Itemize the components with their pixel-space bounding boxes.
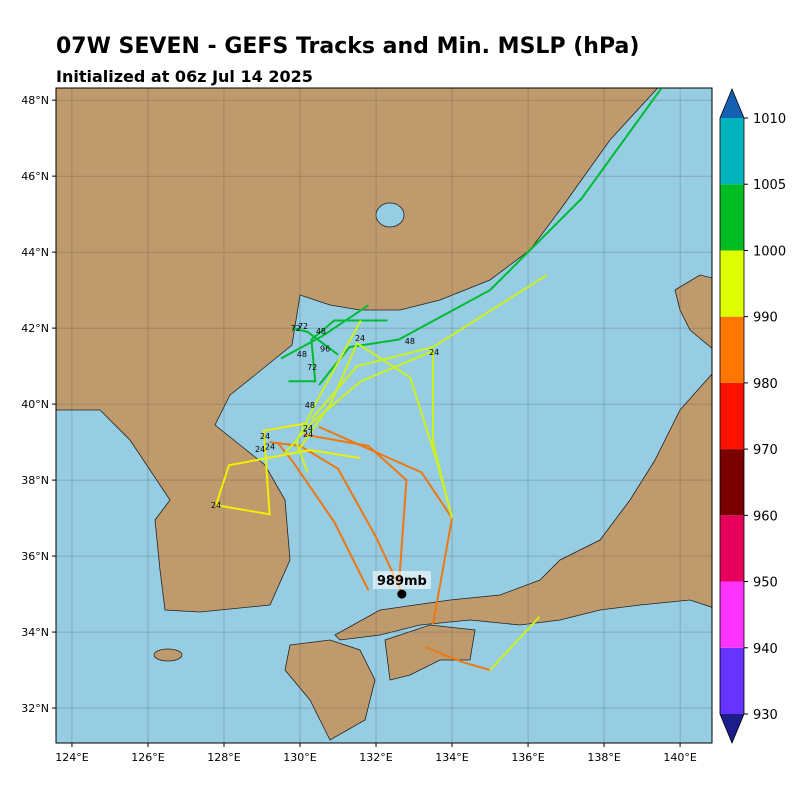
- colorbar-tick-label: 990: [753, 311, 778, 326]
- track: [280, 304, 369, 360]
- y-tick-label: 36°N: [21, 550, 49, 563]
- y-tick-label: 46°N: [21, 170, 49, 183]
- colorbar-segment: [720, 184, 744, 251]
- colorbar-extend-high: [720, 89, 744, 118]
- track: [295, 320, 362, 473]
- colorbar-segment: [720, 382, 744, 450]
- colorbar-segment: [720, 250, 744, 317]
- hour-label: 72: [307, 363, 317, 372]
- chart-subtitle: Initialized at 06z Jul 14 2025: [56, 67, 313, 86]
- track: [425, 646, 491, 672]
- x-tick-label: 128°E: [207, 751, 240, 764]
- hour-label: 48: [316, 327, 326, 336]
- y-tick-label: 44°N: [21, 246, 49, 259]
- track: [276, 441, 370, 591]
- track: [310, 274, 548, 420]
- lake: [375, 202, 405, 228]
- colorbar-tick-label: 1005: [753, 178, 786, 193]
- colorbar-tick-label: 970: [753, 443, 778, 458]
- colorbar-segment: [720, 515, 744, 582]
- track: [215, 449, 361, 506]
- hour-label: 48: [297, 350, 307, 359]
- colorbar-segment: [720, 581, 744, 648]
- y-tick-label: 34°N: [21, 626, 49, 639]
- x-tick-label: 130°E: [283, 751, 316, 764]
- track: [284, 349, 454, 519]
- hour-label: 24: [355, 334, 365, 343]
- colorbar-segment: [720, 647, 744, 714]
- honshu: [334, 373, 712, 641]
- x-tick-label: 126°E: [131, 751, 164, 764]
- x-tick-label: 140°E: [663, 751, 696, 764]
- track: [489, 616, 541, 671]
- colorbar-tick-label: 940: [753, 642, 778, 657]
- x-tick-label: 132°E: [359, 751, 392, 764]
- x-tick-label: 124°E: [55, 751, 88, 764]
- hour-label: 24: [303, 424, 313, 433]
- colorbar-segment: [720, 449, 744, 516]
- track: [292, 327, 339, 356]
- track: [288, 319, 388, 383]
- center-label-box: [372, 571, 431, 590]
- track: [215, 422, 308, 516]
- track: [318, 88, 662, 386]
- colorbar-tick-label: 1010: [753, 112, 786, 127]
- hour-label: 24: [429, 348, 439, 357]
- hour-label: 24: [255, 445, 265, 454]
- colorbar-tick-label: 960: [753, 509, 778, 524]
- colorbar-tick-label: 930: [753, 708, 778, 723]
- colorbar-tick-label: 950: [753, 576, 778, 591]
- colorbar-extend-low: [720, 714, 744, 743]
- hour-label: 48: [305, 401, 315, 410]
- track: [269, 441, 404, 595]
- hour-label: 72: [298, 322, 308, 331]
- colorbar-tick-label: 1000: [753, 244, 786, 259]
- asia-mainland: [56, 88, 659, 613]
- y-tick-label: 48°N: [21, 94, 49, 107]
- y-tick-label: 32°N: [21, 702, 49, 715]
- map-frame: [55, 87, 713, 744]
- colorbar-segment: [720, 118, 744, 185]
- hour-label: 96: [320, 344, 330, 353]
- hour-label: 72: [291, 324, 301, 333]
- hour-label: 24: [303, 430, 313, 439]
- x-tick-label: 134°E: [435, 751, 468, 764]
- hour-label: 24: [211, 501, 221, 510]
- land: [56, 88, 712, 741]
- colorbar-tick-label: 980: [753, 377, 778, 392]
- y-tick-label: 42°N: [21, 322, 49, 335]
- y-tick-label: 38°N: [21, 474, 49, 487]
- kyushu: [284, 639, 376, 741]
- x-tick-label: 138°E: [587, 751, 620, 764]
- colorbar-segment: [720, 316, 744, 383]
- track: [303, 433, 408, 587]
- jeju: [153, 648, 183, 662]
- center-label: 989mb: [377, 574, 427, 589]
- center-marker: [397, 589, 407, 599]
- x-tick-label: 136°E: [511, 751, 544, 764]
- hour-label: 24: [260, 432, 270, 441]
- hour-label: 48: [405, 337, 415, 346]
- track: [318, 425, 454, 625]
- hour-label: 24: [265, 442, 275, 451]
- y-tick-label: 40°N: [21, 398, 49, 411]
- chart-title: 07W SEVEN - GEFS Tracks and Min. MSLP (h…: [56, 34, 639, 59]
